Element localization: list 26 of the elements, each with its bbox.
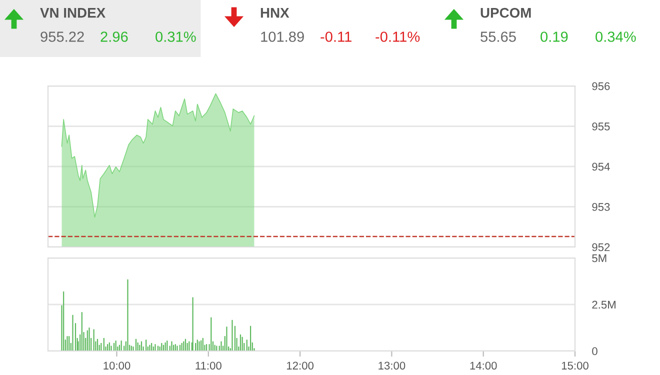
text: 55.65	[480, 32, 516, 42]
x-tick-label: 15:00	[562, 362, 588, 370]
y-tick-label: 952	[592, 243, 610, 252]
x-tick-label: 12:00	[286, 362, 314, 370]
y-tick-label: 955	[592, 122, 610, 130]
text: 0.34%	[596, 32, 636, 42]
text: 955.22	[40, 32, 84, 42]
text: -0.11	[320, 32, 352, 42]
category-label: VN INDEX	[40, 8, 106, 18]
x-tick-label: 11:00	[196, 362, 222, 370]
text: 0.19	[540, 32, 568, 42]
y-tick-label: 954	[592, 162, 610, 171]
text: -0.11%	[376, 32, 420, 42]
x-tick-label: 14:00	[470, 362, 497, 370]
y-tick-label: 956	[592, 82, 610, 90]
text: 0.31%	[156, 32, 196, 42]
text: 101.89	[261, 32, 304, 42]
text: 2.96	[100, 32, 128, 42]
y-tick-label: 0	[592, 347, 598, 356]
y-tick-label: 953	[592, 203, 610, 211]
x-tick-label: 10:00	[104, 362, 130, 370]
y-tick-label: 2.5M	[592, 300, 616, 309]
category-label: HNX	[260, 8, 290, 18]
category-label: UPCOM	[480, 8, 531, 18]
x-tick-label: 13:00	[378, 362, 406, 370]
y-tick-label: 5M	[592, 254, 606, 262]
